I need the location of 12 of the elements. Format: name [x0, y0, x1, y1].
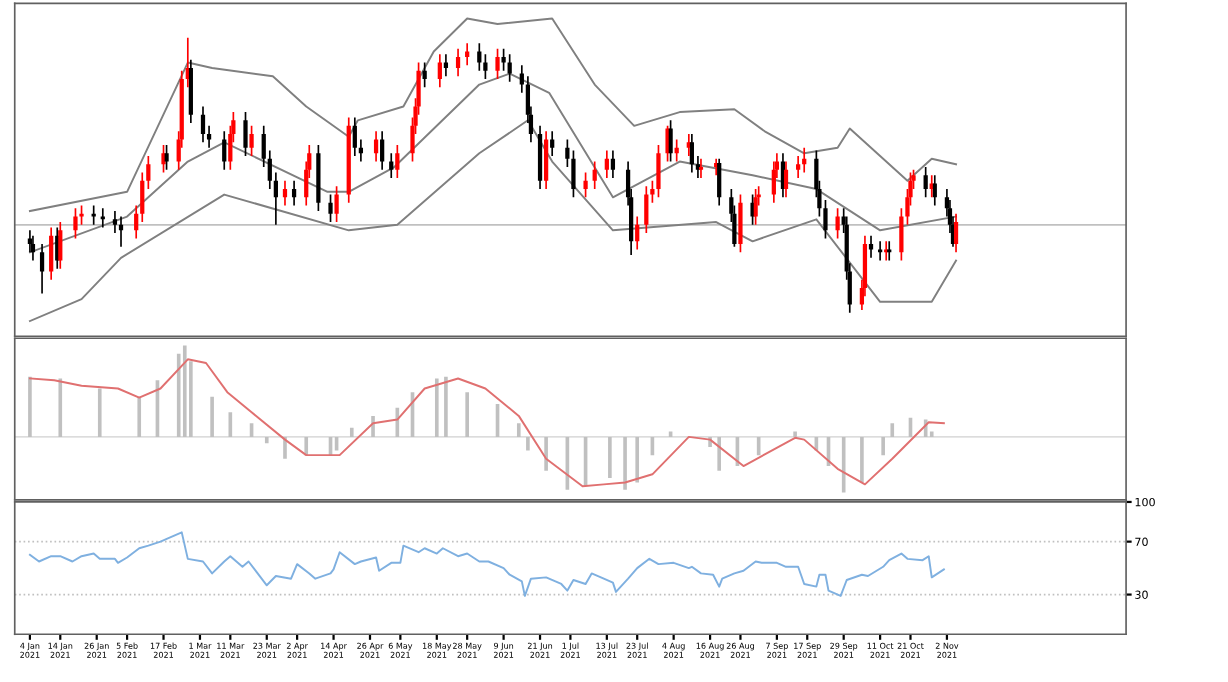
candlestick — [243, 111, 248, 157]
candlestick — [249, 124, 254, 157]
candlestick — [328, 193, 333, 223]
candlestick — [334, 185, 339, 223]
candlestick — [835, 207, 840, 240]
candlestick — [656, 144, 661, 199]
candlestick — [73, 207, 78, 240]
candlestick — [738, 193, 743, 254]
line-series — [28, 531, 945, 597]
candlestick — [583, 171, 588, 199]
candlestick — [316, 144, 321, 212]
candlestick — [495, 47, 500, 80]
